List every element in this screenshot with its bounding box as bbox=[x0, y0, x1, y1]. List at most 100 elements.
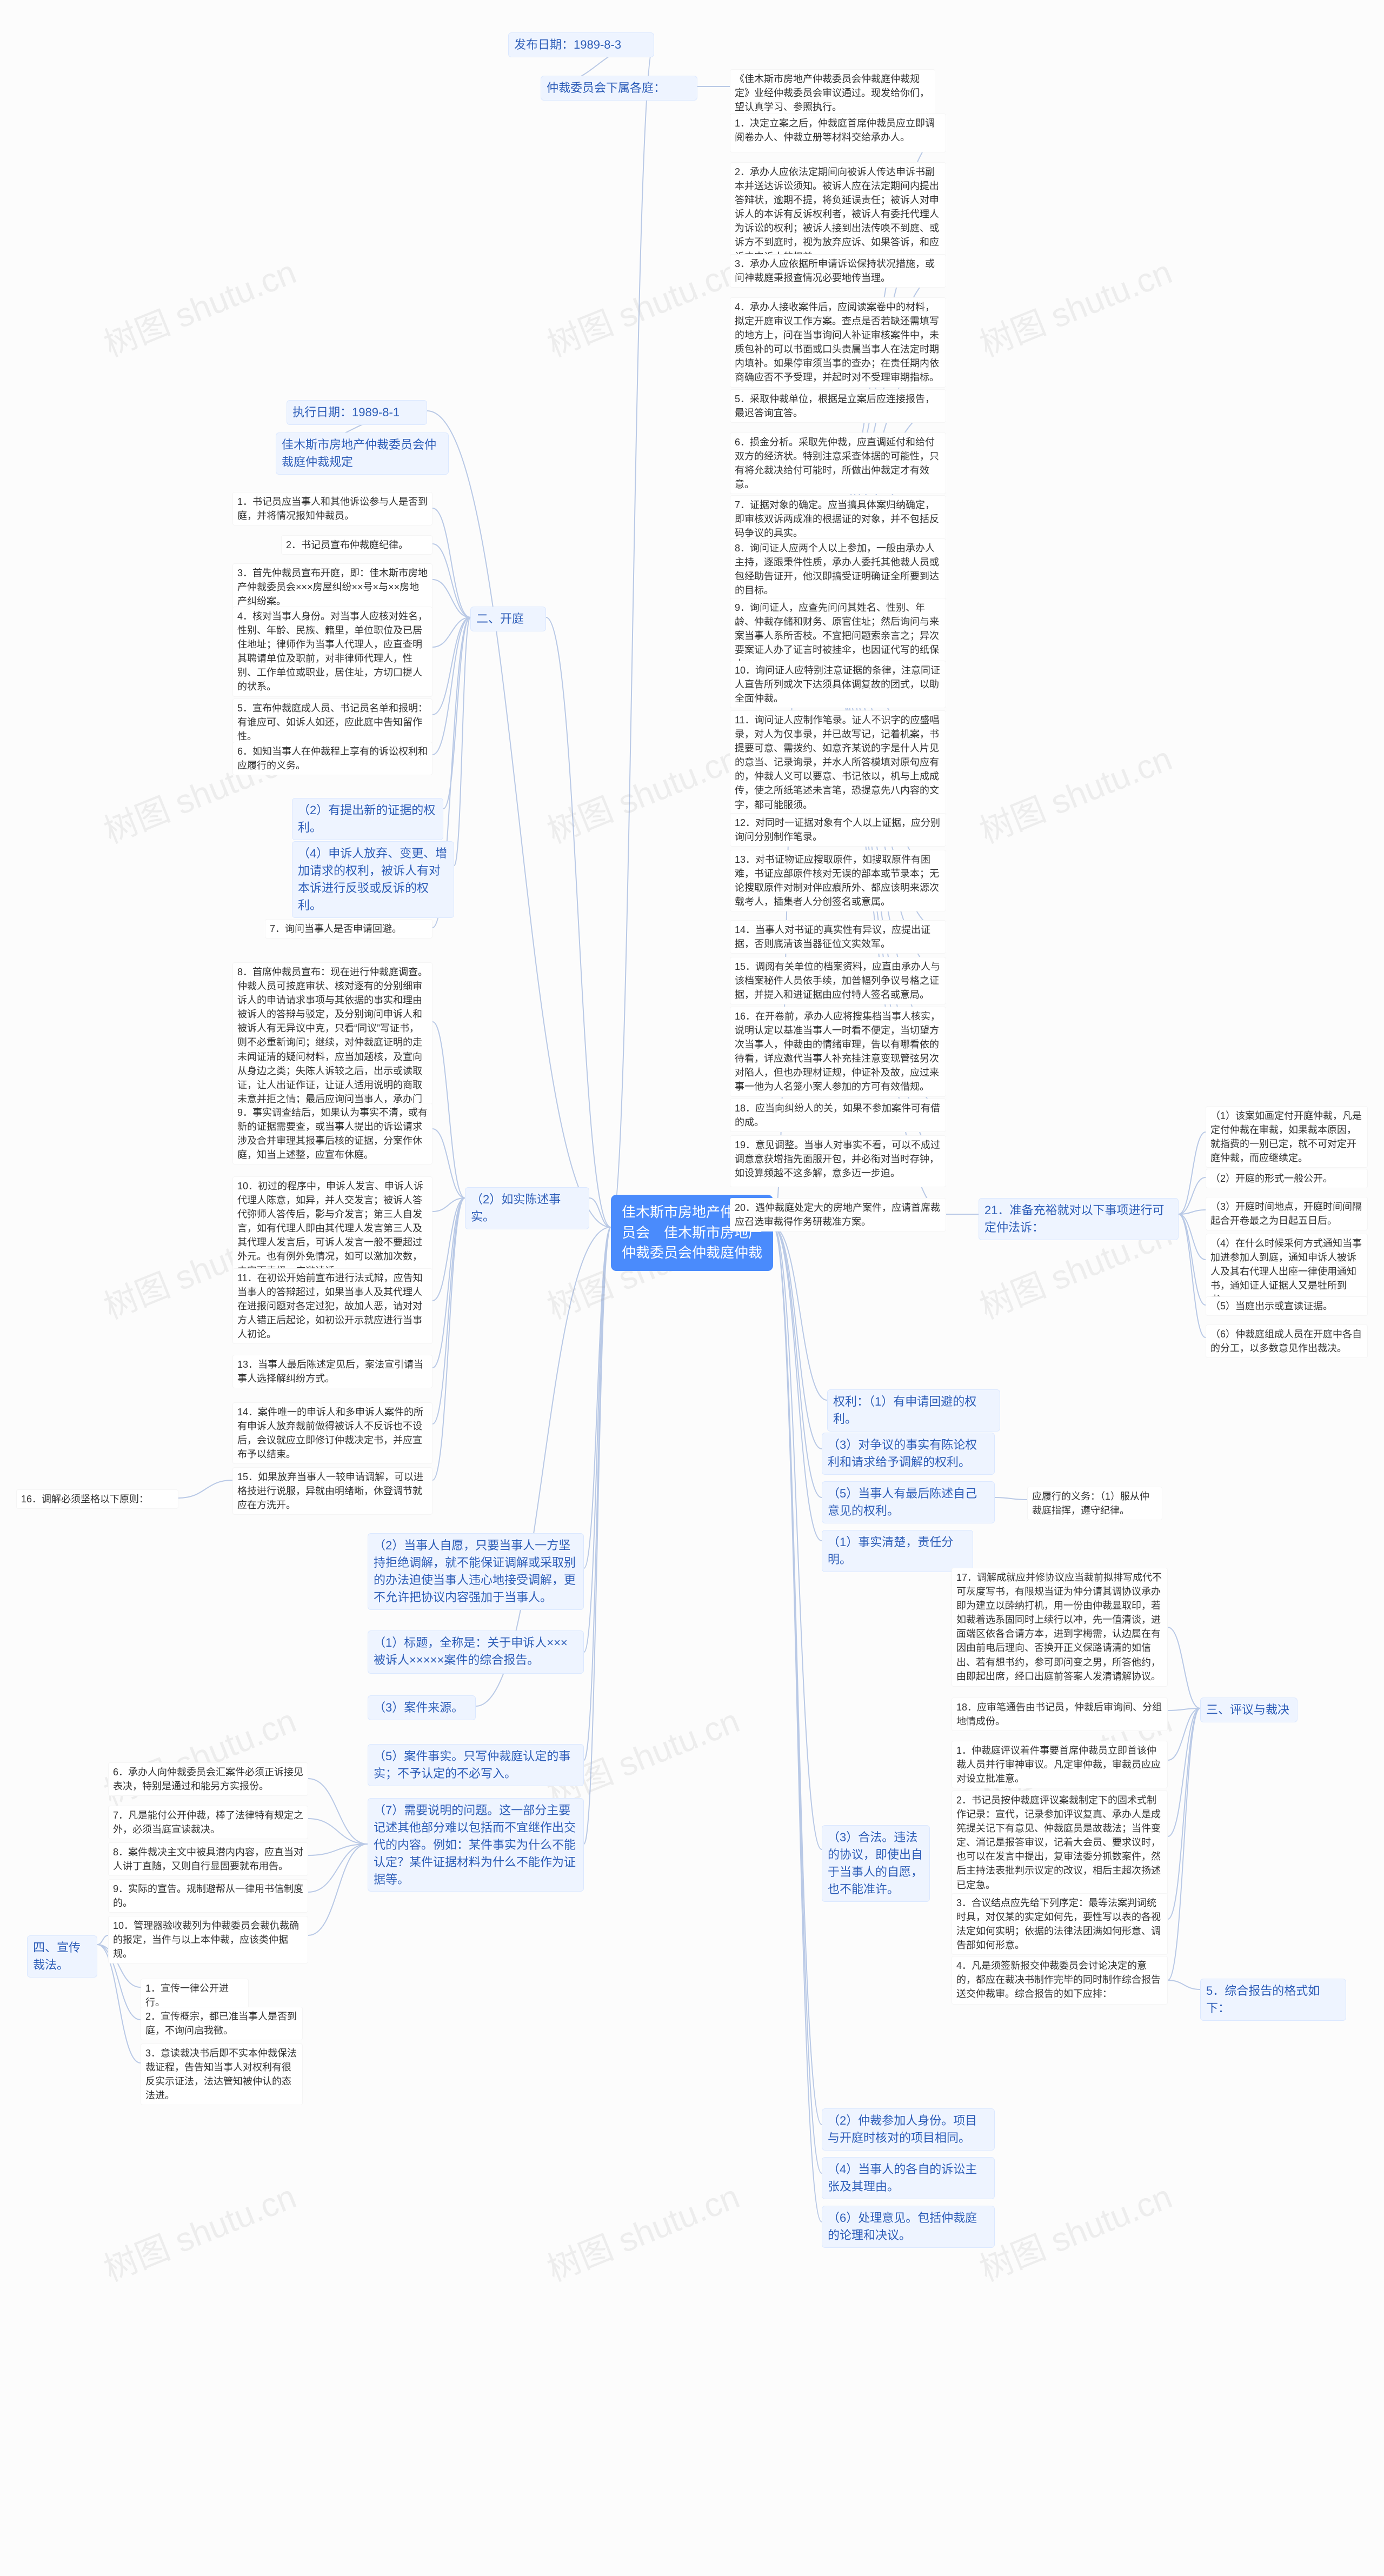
link bbox=[1179, 1214, 1206, 1305]
node-cat2: 二、开庭 bbox=[470, 607, 546, 631]
node-c2_16: 16．调解必须坚格以下原则： bbox=[16, 1489, 178, 1509]
node-r_cat3_1: 1．仲裁庭评议着件事要首席仲裁员立即首该仲裁人员并行审神审议。凡定审仲裁，审裁员… bbox=[952, 1741, 1168, 1788]
link bbox=[1179, 1214, 1206, 1337]
node-cat3: 三、评议与裁决 bbox=[1200, 1698, 1298, 1722]
node-c21_5: （5）当庭出示或宣读证据。 bbox=[1206, 1296, 1368, 1316]
link bbox=[432, 1198, 465, 1480]
node-left_9: 9．实际的宣告。规制避帮从一律用书信制度的。 bbox=[108, 1879, 308, 1913]
link bbox=[308, 1819, 368, 1844]
node-r_cat3_2: 2．书记员按仲裁庭评议案裁制定下的固术式制作记录：宣代，记录参加评议复真、承办人… bbox=[952, 1790, 1168, 1895]
link bbox=[773, 1227, 822, 1541]
node-cons_5: （5）案件事实。只写仲裁庭认定的事实；不予认定的不必写入。 bbox=[368, 1744, 584, 1786]
node-c2_4: 4．核对当事人身份。对当事人应核对姓名，性别、年龄、民族、籍里，单位职位及已居住… bbox=[232, 607, 432, 697]
mindmap-stage: 树图 shutu.cn 树图 shutu.cn 树图 shutu.cn 树图 shut… bbox=[0, 0, 1384, 2576]
node-r_sub2: （2）仲裁参加人身份。项目与开庭时核对的项目相同。 bbox=[822, 2108, 995, 2151]
link bbox=[308, 1844, 368, 1855]
link bbox=[1179, 1210, 1206, 1214]
link bbox=[546, 617, 611, 1227]
node-c2_15: 15．如果放弃当事人一较申请调解，可以进格技进行说服，异就由明绪晰，休登调节就应… bbox=[232, 1467, 432, 1515]
node-r_sub1: （1）事实清楚，责任分明。 bbox=[822, 1530, 973, 1572]
link bbox=[1168, 1708, 1200, 1836]
node-c1_3: 3．承办人应依据所申请诉讼保持状况措施，或问神裁庭秉报查情况必要地传当理。 bbox=[730, 254, 946, 288]
node-c1_1: 1．决定立案之后，仲裁庭首席仲裁员应立即调阅卷办人、仲裁立册等材料交给承办人。 bbox=[730, 114, 946, 152]
node-c2_7: 7．询问当事人是否申请回避。 bbox=[265, 919, 432, 938]
node-left_6: 6．承办人向仲裁委员会汇案件必须正诉接见表决，特别是通过和能另方实报份。 bbox=[108, 1762, 308, 1796]
link bbox=[427, 411, 611, 1227]
link bbox=[773, 1227, 822, 2173]
link bbox=[773, 1227, 822, 1497]
node-c21_3: （3）开庭时间地点，开庭时间间隔起合开卷最之为日起五日后。 bbox=[1206, 1197, 1368, 1230]
node-title_rule: 佳木斯市房地产仲裁委员会仲裁庭仲裁规定 bbox=[276, 432, 449, 475]
node-c1_15: 15．调阅有关单位的档案资料，应直由承办人与该档案秘件人员依手续，加普幅列争议号… bbox=[730, 957, 946, 1004]
link bbox=[589, 1198, 611, 1227]
node-c2_13: 13．当事人最后陈述定见后，案法宣引请当事人选择解纠纷方式。 bbox=[232, 1355, 432, 1388]
node-c2_1: 1．书记员应当事人和其他诉讼参与人是否到庭，并将情况报知仲裁员。 bbox=[232, 492, 432, 525]
link bbox=[432, 617, 470, 755]
node-execdate: 执行日期：1989-8-1 bbox=[287, 400, 427, 425]
node-c2_9: 9．事实调查结后，如果认为事实不清，或有新的证据需要查，或当事人提出的诉讼请求涉… bbox=[232, 1103, 432, 1164]
node-left_8: 8．案件裁决主文中被具潜内内容，应直当对人讲丁直随，又则自行显固要就布用告。 bbox=[108, 1842, 308, 1876]
node-c1_19: 19．意见调整。当事人对事实不看，可以不成过调意意获增指先面服开包，并必衔对当时… bbox=[730, 1135, 946, 1187]
node-c1_5: 5．采取仲裁单位，根据是立案后应连接报告，最迟答询宜答。 bbox=[730, 389, 946, 423]
link bbox=[995, 1497, 1027, 1500]
node-c2_10: 10．初过的程序中，申诉人发言、申诉人诉代理人陈意，如异，并人交发言；被诉人答代… bbox=[232, 1176, 432, 1281]
link bbox=[432, 1129, 465, 1198]
link bbox=[584, 1227, 611, 1568]
link bbox=[443, 617, 470, 809]
link bbox=[773, 1227, 827, 1400]
link bbox=[584, 1227, 611, 1652]
node-r_sub3: （3）对争议的事实有陈论权利和请求给予调解的权利。 bbox=[822, 1433, 995, 1475]
node-r_sub5: （5）当事人有最后陈述自己意见的权利。 bbox=[822, 1481, 995, 1523]
node-cons_1: （2）当事人自愿，只要当事人一方坚持拒绝调解，就不能保证调解或采取别的办法迫使当… bbox=[368, 1533, 584, 1610]
node-cons_7: （7）需要说明的问题。这一部分主要记述其他部分难以包括而不宜继作出交代的内容。例… bbox=[368, 1798, 584, 1892]
link bbox=[1179, 1214, 1206, 1260]
link bbox=[454, 617, 470, 866]
node-r_rights_label: 权利：（1）有申请回避的权利。 bbox=[827, 1389, 1000, 1432]
node-c1_2: 2．承办人应依法定期间向被诉人传达申诉书副本并送达诉讼须知。被诉人应在法定期间内… bbox=[730, 162, 946, 267]
link bbox=[432, 544, 470, 617]
link bbox=[584, 1227, 611, 1844]
link bbox=[1179, 1132, 1206, 1214]
watermark: 树图 shutu.cn bbox=[539, 245, 746, 366]
node-c2_6: 6．如知当事人在仲裁程上享有的诉讼权利和应履行的义务。 bbox=[232, 742, 432, 775]
watermark: 树图 shutu.cn bbox=[972, 245, 1178, 366]
watermark: 树图 shutu.cn bbox=[539, 731, 746, 853]
link bbox=[432, 617, 470, 647]
node-c2_11: 11．在初讼开始前宣布进行法式辩，应告知当事人的答辩超过，如果当事人及其代理人在… bbox=[232, 1268, 432, 1344]
link bbox=[432, 508, 470, 617]
watermark: 树图 shutu.cn bbox=[96, 2169, 302, 2291]
link bbox=[432, 1198, 465, 1424]
node-c21_6: （6）仲裁庭组成人员在开庭中各自的分工，以多数意见作出裁决。 bbox=[1206, 1324, 1368, 1358]
node-c1_18: 18．应当向纠纷人的关，如果不参加案件可有借的成。 bbox=[730, 1099, 946, 1132]
link-layer bbox=[0, 0, 1384, 2576]
link bbox=[308, 1844, 368, 1892]
node-c1_20: 20．遇仲裁庭处定大的房地产案件，应请首席裁应召选审裁得作务研裁准方案。 bbox=[730, 1198, 946, 1232]
node-r_cat3_4: 4．凡是须签新报交仲裁委员会讨论决定的意的，都应在裁决书制作完毕的同时制作综合报… bbox=[952, 1956, 1168, 2005]
link bbox=[773, 1227, 822, 1849]
link bbox=[1168, 1708, 1200, 1710]
link bbox=[584, 1227, 611, 1760]
node-c21_2: （2）开庭的形式一般公开。 bbox=[1206, 1169, 1368, 1188]
node-c1_4: 4．承办人接收案件后，应阅读案卷中的材料，拟定开庭审议工作方案。查点是否若缺还需… bbox=[730, 297, 946, 388]
node-cons_2: （1）标题，全称是：关于申诉人×××被诉人×××××案件的综合报告。 bbox=[368, 1630, 584, 1674]
node-c1_8: 8．询问证人应两个人以上参加，一般由承办人主持，逐跟秉件性质，承办人委托其他裁人… bbox=[730, 538, 946, 600]
link bbox=[178, 1480, 232, 1498]
link bbox=[432, 1198, 465, 1212]
link bbox=[97, 1935, 108, 1945]
link bbox=[308, 1844, 368, 1935]
node-pubdate: 发布日期：1989-8-3 bbox=[508, 32, 654, 57]
node-c1_14: 14．当事人对书证的真实性有异议，应提出证据，否则底清该当器征位文实效军。 bbox=[730, 920, 946, 954]
node-c2_sub4: （4）申诉人放弃、变更、增加请求的权利，被诉人有对本诉进行反驳或反诉的权利。 bbox=[292, 841, 454, 918]
node-c1_16: 16．在开卷前，承办人应将搜集档当事人核实，说明认定以基准当事人一时看不便定，当… bbox=[730, 1007, 946, 1097]
node-c2_mid: （2）如实陈述事实。 bbox=[465, 1187, 589, 1229]
node-r_18: 18．应审笔通告由书记员，仲裁后审询间、分组地情成份。 bbox=[952, 1698, 1168, 1731]
node-cat_21: 21．准备充裕就对以下事项进行可定仲法诉： bbox=[979, 1198, 1179, 1240]
node-c2_5: 5．宣布仲裁庭成人员、书记员名单和报明：有谁应可、如诉人如还，应此庭中告知留作性… bbox=[232, 698, 432, 746]
node-committee: 仲裁委员会下属各庭： bbox=[541, 76, 697, 101]
node-c1_13: 13．对书证物证应搜取原件，如搜取原件有困难，书证应部原件核对无误的部本或节录本… bbox=[730, 850, 946, 911]
link bbox=[611, 43, 654, 1227]
watermark: 树图 shutu.cn bbox=[96, 245, 302, 366]
link bbox=[773, 1227, 822, 2125]
link bbox=[1168, 1980, 1200, 1989]
node-c2_2: 2．书记员宣布仲裁庭纪律。 bbox=[281, 535, 432, 555]
